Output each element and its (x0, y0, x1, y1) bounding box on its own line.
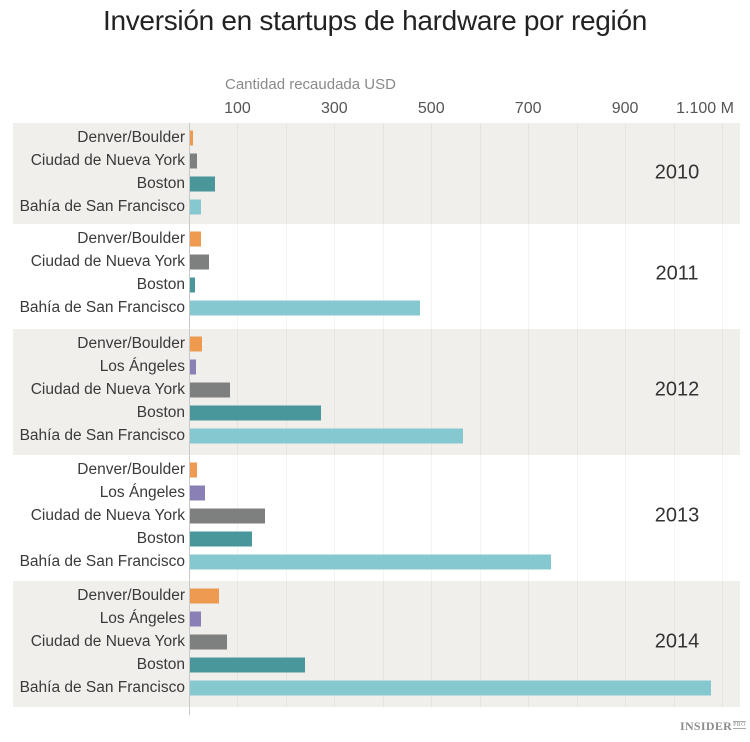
gridline (383, 123, 384, 707)
region-label: Los Ángeles (99, 610, 185, 627)
bar-ciudad-de-nueva-york-2010 (189, 153, 198, 169)
region-label: Ciudad de Nueva York (30, 381, 185, 398)
bar-boston-2014 (189, 657, 305, 673)
region-label: Ciudad de Nueva York (30, 253, 185, 270)
year-label: 2012 (654, 378, 700, 401)
x-axis-label: Cantidad recaudada USD (225, 76, 396, 93)
logo-sub-text: PRO (733, 721, 746, 729)
region-label: Bahía de San Francisco (19, 299, 185, 316)
year-label: 2011 (655, 262, 699, 284)
region-label: Ciudad de Nueva York (30, 633, 185, 650)
bar-boston-2012 (189, 405, 321, 421)
region-label: Boston (136, 276, 185, 293)
x-tick-label: 100 (224, 100, 251, 117)
year-label: 2010 (654, 161, 700, 183)
gridline (431, 123, 432, 707)
region-label: Denver/Boulder (77, 230, 185, 247)
bar-bah-a-de-san-francisco-2013 (189, 554, 552, 570)
bar-ciudad-de-nueva-york-2013 (189, 508, 265, 524)
gridline (722, 123, 723, 707)
bar-bah-a-de-san-francisco-2010 (189, 199, 202, 215)
bar-ciudad-de-nueva-york-2011 (189, 254, 209, 270)
region-label: Denver/Boulder (77, 587, 185, 604)
region-label: Boston (136, 656, 185, 673)
bar-los-ngeles-2013 (189, 485, 205, 501)
zero-axis-line (189, 123, 190, 715)
x-tick-label: 300 (320, 100, 348, 117)
bar-los-ngeles-2014 (189, 611, 202, 627)
insider-pro-logo: INSIDERPRO (680, 719, 746, 734)
bar-boston-2013 (189, 531, 252, 547)
region-label: Boston (136, 530, 185, 547)
bar-bah-a-de-san-francisco-2011 (189, 300, 420, 316)
bar-denver-boulder-2010 (189, 130, 193, 146)
bar-denver-boulder-2014 (189, 588, 220, 604)
bar-bah-a-de-san-francisco-2012 (189, 428, 463, 444)
gridline (625, 123, 626, 707)
region-label: Ciudad de Nueva York (30, 507, 185, 524)
region-label: Denver/Boulder (77, 461, 185, 478)
chart-title: Inversión en startups de hardware por re… (102, 5, 647, 36)
gridline (334, 123, 335, 707)
region-label: Denver/Boulder (77, 129, 185, 146)
year-group-2010 (13, 123, 740, 224)
year-label: 2014 (654, 630, 700, 653)
gridline (480, 123, 481, 707)
region-label: Los Ángeles (99, 358, 185, 375)
x-tick-label: 500 (417, 100, 445, 117)
bar-bah-a-de-san-francisco-2014 (189, 680, 712, 696)
gridline (528, 123, 529, 707)
region-label: Los Ángeles (99, 484, 185, 501)
bar-denver-boulder-2012 (189, 336, 203, 352)
bar-denver-boulder-2011 (189, 231, 201, 247)
bar-boston-2011 (189, 277, 196, 293)
x-tick-label: 700 (514, 100, 542, 117)
bar-los-ngeles-2012 (189, 359, 196, 375)
region-label: Bahía de San Francisco (19, 198, 185, 215)
bar-boston-2010 (189, 176, 215, 192)
region-label: Boston (136, 404, 185, 421)
bar-ciudad-de-nueva-york-2014 (189, 634, 228, 650)
region-label: Bahía de San Francisco (19, 679, 185, 696)
bar-denver-boulder-2013 (189, 462, 198, 478)
year-label: 2013 (654, 504, 700, 527)
region-label: Bahía de San Francisco (19, 553, 185, 570)
region-label: Ciudad de Nueva York (30, 152, 185, 169)
x-tick-label: 1.100 M (676, 100, 734, 117)
region-label: Boston (136, 175, 185, 192)
x-tick-label: 900 (611, 100, 639, 117)
region-label: Bahía de San Francisco (19, 427, 185, 444)
bar-ciudad-de-nueva-york-2012 (189, 382, 231, 398)
region-label: Denver/Boulder (77, 335, 185, 352)
gridline (577, 123, 578, 707)
logo-main-text: INSIDER (680, 719, 733, 733)
gridline (674, 123, 675, 707)
